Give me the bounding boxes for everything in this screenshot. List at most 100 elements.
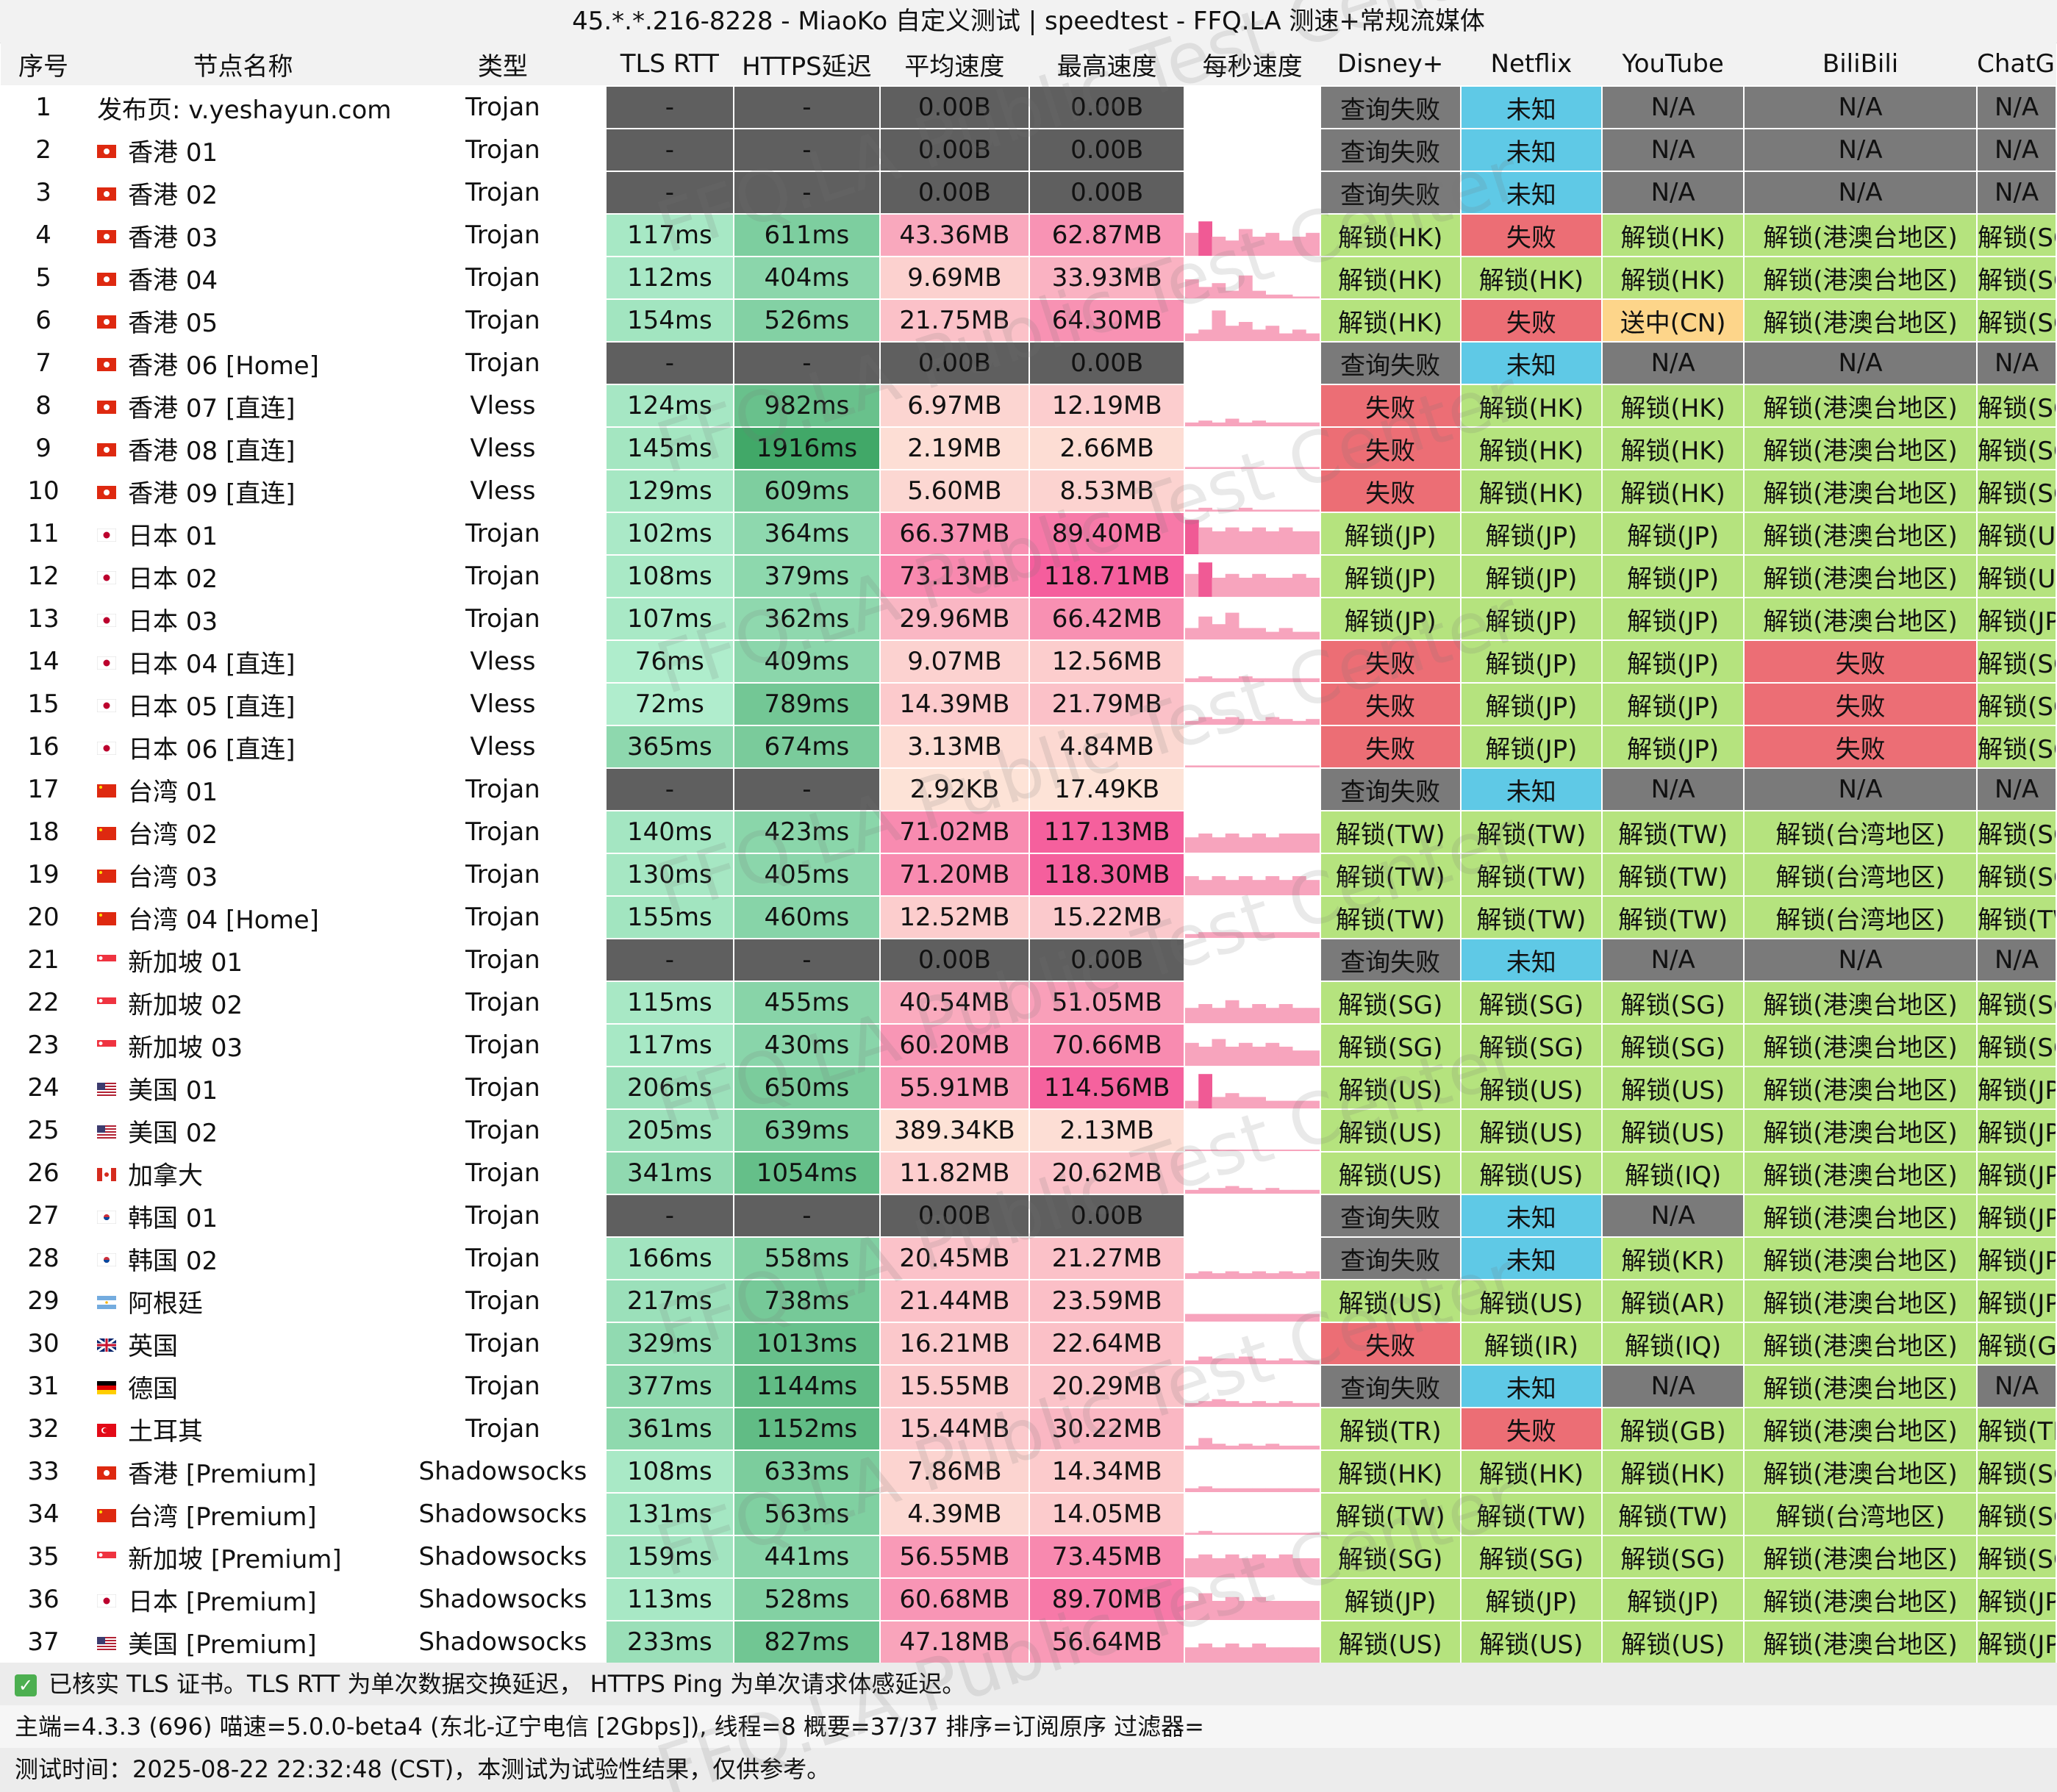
avg-speed: 29.96MB [879,597,1030,641]
speed-bar [1252,237,1267,255]
https-delay: 455ms [732,981,881,1025]
table-row: 34 台湾 [Premium] Shadowsocks 131ms 563ms 4.39M… [0,1492,2057,1536]
speed-bar [1292,237,1307,255]
speed-bar [1306,467,1319,468]
https-delay: 460ms [732,895,881,939]
node-name-label: 香港 01 [128,137,218,168]
chatgpt-status: N/A [1976,85,2057,129]
chatgpt-status: 解锁(JP) [1976,1279,2057,1323]
avg-speed: 60.68MB [879,1577,1030,1621]
speed-bar [1198,1271,1213,1278]
bilibili-status: 解锁(港澳台地区) [1743,1151,1978,1195]
avg-speed: 47.18MB [879,1620,1030,1664]
row-index: 4 [0,213,87,257]
netflix-status: 未知 [1459,767,1603,811]
tls-rtt: - [604,938,734,982]
https-delay: 789ms [732,682,881,726]
speed-bar [1239,275,1253,298]
https-delay: 1144ms [732,1364,881,1408]
https-delay: 364ms [732,512,881,556]
node-name-label: 香港 03 [128,223,218,253]
speed-bar [1198,467,1213,468]
speed-bar [1292,678,1307,681]
speed-bar [1239,676,1253,681]
max-speed: 30.22MB [1028,1407,1186,1451]
row-index: 8 [0,384,87,428]
row-index: 35 [0,1535,87,1579]
tls-rtt: 108ms [604,554,734,598]
speed-bar [1265,578,1280,596]
row-index: 5 [0,256,87,300]
speed-bar [1292,1445,1307,1449]
netflix-status: 解锁(HK) [1459,469,1603,513]
per-second-speed [1184,639,1321,684]
disney-status: 解锁(TW) [1319,853,1462,897]
tls-rtt: 329ms [604,1322,734,1366]
speed-bar [1252,1189,1267,1193]
speed-sparkline [1186,1399,1319,1406]
per-second-speed [1184,1364,1321,1408]
speed-bar [1279,628,1293,639]
speed-bar [1212,837,1226,852]
chatgpt-status: 解锁(JP) [1976,1194,2057,1238]
tw-flag-icon [97,870,117,883]
table-row: 4 香港 03 Trojan 117ms 611ms 43.36MB 62.87MB 解锁(H… [0,213,2057,257]
youtube-status: 解锁(JP) [1601,682,1745,726]
sg-flag-icon [97,997,117,1011]
avg-speed: 40.54MB [879,981,1030,1025]
per-second-speed [1184,384,1321,428]
node-type: Vless [399,725,607,769]
hk-flag-icon [97,230,117,243]
speed-bar [1279,240,1293,255]
per-second-speed [1184,1535,1321,1579]
node-name: 美国 [Premium] [85,1620,401,1664]
node-name-label: 日本 [Premium] [128,1587,317,1617]
speed-sparkline [1186,221,1319,255]
speed-sparkline [1186,834,1319,852]
speed-sparkline [1186,1644,1319,1662]
chatgpt-status: N/A [1976,938,2057,982]
row-index: 31 [0,1364,87,1408]
node-name: 新加坡 [Premium] [85,1535,401,1579]
youtube-status: N/A [1601,85,1745,129]
node-type: Trojan [399,1066,607,1110]
row-index: 19 [0,853,87,897]
node-type: Trojan [399,213,607,257]
avg-speed: 0.00B [879,938,1030,982]
https-delay: 1054ms [732,1151,881,1195]
node-type: Trojan [399,597,607,641]
speed-bar [1226,717,1239,724]
avg-speed: 16.21MB [879,1322,1030,1366]
youtube-status: 解锁(JP) [1601,725,1745,769]
node-type: Shadowsocks [399,1620,607,1664]
tls-rtt: 166ms [604,1236,734,1280]
youtube-status: N/A [1601,341,1745,385]
disney-status: 查询失败 [1319,128,1462,172]
disney-status: 解锁(TW) [1319,1492,1462,1536]
table-row: 9 香港 08 [直连] Vless 145ms 1916ms 2.19MB 2.66MB 失… [0,426,2057,470]
node-name: 美国 01 [85,1066,401,1110]
node-type: Trojan [399,853,607,897]
speed-bar [1279,578,1293,596]
speed-bar [1265,509,1280,511]
table-row: 2 香港 01 Trojan - -0.00B 0.00B 查询失败 未知 N/A N/A N/A [0,128,2057,172]
row-index: 25 [0,1108,87,1153]
tls-rtt: 76ms [604,639,734,684]
speed-bar [1306,678,1319,681]
header-avg-speed: 平均速度 [879,43,1029,86]
per-second-speed [1184,1236,1321,1280]
speed-bar [1252,467,1267,468]
speed-bar [1252,1358,1267,1363]
speed-bar [1252,1596,1267,1619]
node-name-label: 英国 [128,1331,179,1361]
speed-bar [1186,1360,1200,1363]
speed-sparkline [1186,1530,1319,1534]
per-second-speed [1184,298,1321,343]
netflix-status: 解锁(IR) [1459,1322,1603,1366]
youtube-status: 解锁(KR) [1601,1236,1745,1280]
speed-sparkline [1186,765,1319,767]
row-index: 9 [0,426,87,470]
https-delay: 405ms [732,853,881,897]
speed-bar [1198,1074,1213,1108]
chatgpt-status: 解锁(SG) [1976,298,2057,343]
